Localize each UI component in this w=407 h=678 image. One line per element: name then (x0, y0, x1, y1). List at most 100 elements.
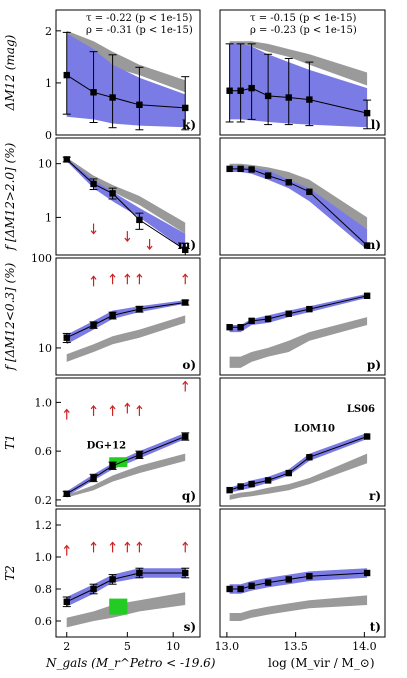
data-point (285, 94, 292, 101)
data-point (109, 190, 116, 197)
data-point (237, 585, 244, 593)
panel-frame (55, 137, 201, 256)
y-tick-label: 0.6 (35, 615, 53, 628)
data-point (226, 486, 233, 494)
data-point (285, 469, 292, 477)
grey-band (229, 453, 368, 500)
panel-letter: r) (369, 489, 381, 503)
panel-frame (55, 257, 201, 376)
y-tick-label: 0.6 (35, 445, 53, 458)
data-point (285, 310, 292, 317)
data-point (109, 576, 116, 583)
grey-band (229, 317, 368, 368)
reference-label: DG+12 (87, 441, 127, 452)
data-point (226, 324, 233, 331)
data-point (136, 305, 143, 313)
grey-band (66, 453, 186, 498)
panel-k: k) τ = -0.22 (p < 1e-15)ρ = -0.31 (p < 1e… (3, 9, 201, 142)
grey-band (229, 595, 368, 621)
data-point (363, 109, 371, 117)
red-limit-arrowhead (146, 245, 153, 250)
x-tick-label: 2 (63, 640, 70, 653)
data-point (237, 483, 244, 490)
red-limit-arrowhead (136, 541, 143, 546)
panel-frame (55, 508, 201, 638)
data-point (63, 156, 70, 163)
panel-t: t) 13.0 13.5 14.0 (215, 508, 386, 653)
panel-frame (219, 9, 386, 136)
red-limit-arrowhead (109, 273, 116, 278)
stat-annotation: ρ = -0.23 (p < 1e-15) (250, 25, 357, 36)
blue-band (66, 33, 186, 128)
data-point (264, 172, 272, 179)
data-point (363, 292, 371, 299)
panel-p: p) (219, 257, 386, 376)
red-limit-arrowhead (63, 544, 70, 549)
y-tick-label: 1 (45, 77, 52, 90)
y-axis-label: ΔM12 (mag) (3, 34, 17, 111)
grey-band (66, 30, 186, 93)
data-point (182, 433, 189, 440)
red-limit-arrowhead (90, 230, 97, 235)
data-point (248, 480, 255, 488)
green-box (109, 598, 128, 615)
y-tick-label: 10 (38, 158, 52, 171)
y-axis-label: f [ΔM12<0.3] (%) (3, 262, 17, 371)
panel-frame (55, 377, 201, 507)
red-limit-arrowhead (136, 273, 143, 278)
red-limit-arrowhead (182, 541, 189, 546)
data-point (63, 490, 70, 498)
green-box (109, 457, 128, 467)
reference-label: LS06 (347, 404, 375, 415)
stat-annotation: τ = -0.15 (p < 1e-15) (250, 13, 357, 24)
data-point (90, 474, 97, 482)
red-limit-arrowhead (90, 275, 97, 280)
data-point (136, 101, 143, 108)
data-point (109, 312, 116, 319)
panel-s: s) 0.6 0.8 1.0 1.2 T2 2 5 10 (3, 508, 201, 653)
data-point (109, 94, 116, 101)
panel-letter: k) (182, 118, 196, 132)
data-point (264, 579, 272, 586)
x-tick-label: 10 (166, 640, 180, 653)
data-point (363, 433, 371, 440)
data-point (248, 317, 255, 325)
data-point (306, 188, 313, 195)
y-tick-label: 1.0 (35, 396, 53, 409)
panel-frame (55, 9, 201, 136)
panel-letter: q) (182, 489, 196, 503)
data-point (63, 334, 70, 341)
panel-frame (219, 508, 386, 638)
data-point (90, 321, 97, 329)
red-limit-arrowhead (90, 541, 97, 546)
data-point (285, 576, 292, 583)
y-axis-label: T2 (3, 565, 17, 581)
y-tick-label: 1 (45, 211, 52, 224)
data-point (109, 462, 116, 469)
panel-letter: s) (184, 620, 196, 634)
panel-frame (219, 257, 386, 376)
data-point (248, 582, 255, 589)
data-point (264, 92, 272, 100)
y-tick-label: 1.0 (35, 551, 53, 564)
red-limit-arrowhead (63, 408, 70, 413)
panel-frame (219, 377, 386, 507)
panel-l: l) τ = -0.15 (p < 1e-15)ρ = -0.23 (p < 1e… (219, 9, 386, 136)
data-point (182, 104, 189, 112)
panel-letter: o) (182, 358, 196, 372)
red-limit-arrowhead (182, 380, 189, 385)
blue-band (229, 43, 368, 128)
data-point (63, 598, 70, 605)
panel-frame (219, 137, 386, 256)
data-point (90, 585, 97, 593)
grey-band (66, 157, 186, 234)
y-tick-label: 0.8 (35, 583, 53, 596)
y-tick-label: 10 (38, 342, 52, 355)
panel-q: q) DG+12 0.2 0.6 1.0 T1 (3, 377, 201, 507)
red-limit-arrowhead (109, 541, 116, 546)
red-limit-arrowhead (90, 404, 97, 410)
data-point (306, 573, 313, 580)
blue-band (66, 158, 186, 250)
data-point (182, 569, 189, 577)
